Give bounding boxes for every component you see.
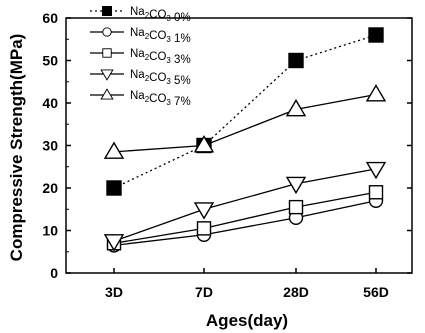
y-tick-label: 30 (42, 138, 58, 154)
x-axis-title: Ages(day) (206, 311, 288, 330)
series-line (113, 168, 377, 242)
data-point (285, 176, 307, 195)
legend-label: Na2CO3 0% (130, 6, 191, 24)
y-axis-title: Compressive Strength(MPa) (7, 34, 26, 262)
y-tick-label: 40 (42, 95, 58, 111)
y-tick-label: 20 (42, 180, 58, 196)
y-tick-label: 10 (42, 223, 58, 239)
y-tick-label: 50 (42, 53, 58, 69)
data-point (193, 202, 215, 220)
data-point (103, 141, 125, 159)
data-point (288, 52, 304, 69)
legend: Na2CO3 0% Na2CO3 1% Na2CO3 3% Na2CO3 5% Na2C… (90, 5, 191, 108)
legend-marker (100, 69, 114, 81)
series-markers (103, 27, 387, 253)
series-line (113, 200, 377, 247)
legend-marker (102, 27, 112, 37)
data-point (196, 221, 212, 236)
data-point (106, 180, 122, 196)
axes: 0 10 20 30 40 50 60 3D 7D 28D 56D (42, 10, 413, 300)
data-point (365, 161, 387, 180)
series-lines (113, 34, 377, 247)
legend-marker (100, 88, 114, 100)
x-tick-label: 56D (363, 284, 389, 300)
x-tick-label: 7D (195, 284, 213, 300)
legend-label: Na2CO3 3% (130, 48, 191, 66)
data-point (365, 84, 387, 102)
data-point (285, 98, 307, 117)
x-tick-label: 3D (105, 284, 123, 300)
series-line (113, 34, 377, 189)
x-tick-label: 28D (283, 284, 309, 300)
legend-marker (102, 48, 112, 58)
legend-label: Na2CO3 1% (130, 27, 191, 45)
legend-label: Na2CO3 7% (130, 90, 191, 108)
series-line (113, 191, 377, 244)
y-tick-label: 0 (50, 265, 58, 281)
legend-marker (101, 5, 113, 17)
y-tick-label: 60 (42, 10, 58, 26)
legend-label: Na2CO3 5% (130, 69, 191, 87)
series-line (113, 93, 377, 153)
data-point (193, 135, 215, 153)
data-point (368, 27, 384, 43)
data-point (103, 234, 125, 252)
data-point (288, 199, 304, 215)
data-point (368, 185, 384, 200)
